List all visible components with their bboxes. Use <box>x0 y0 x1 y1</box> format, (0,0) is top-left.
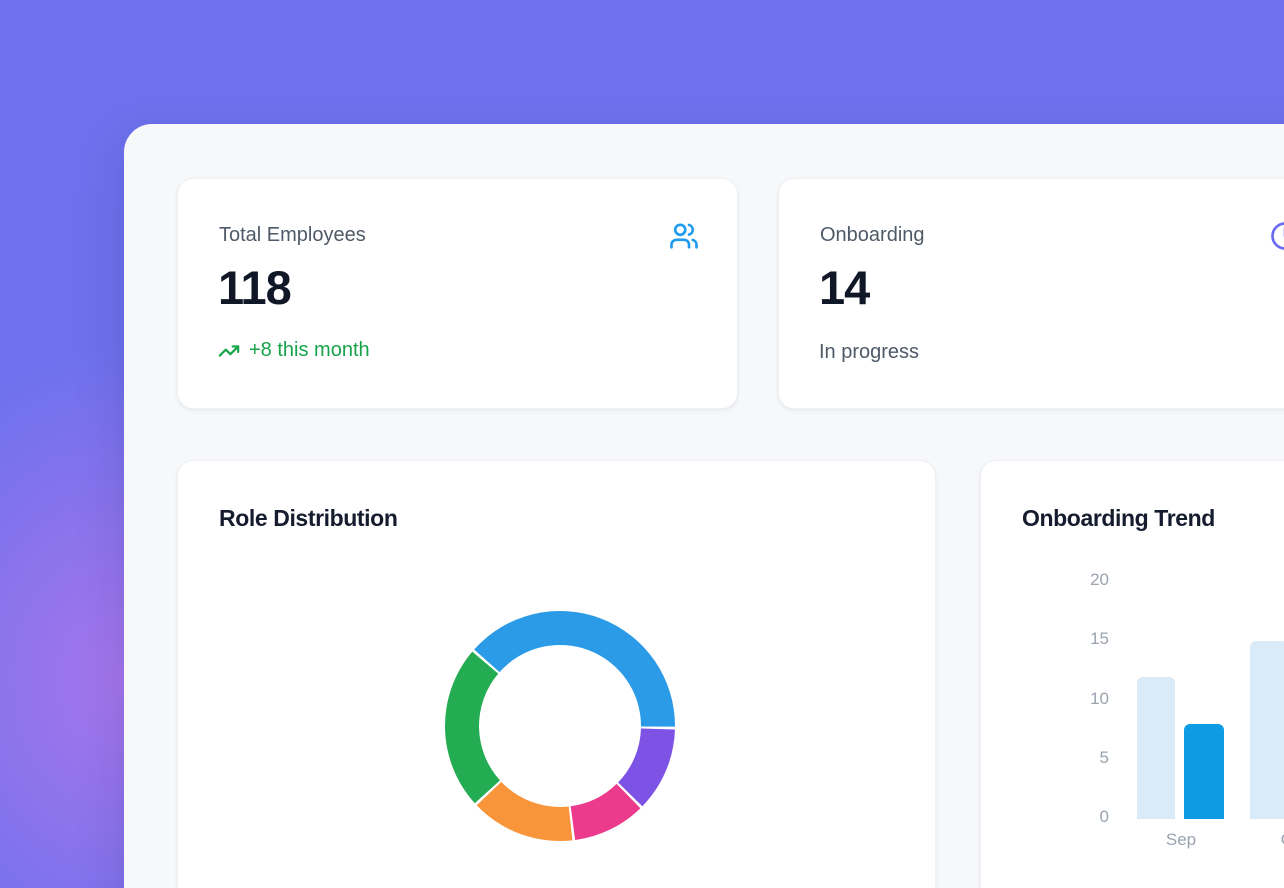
dashboard-panel: Total Employees 118 +8 this month <box>124 124 1284 888</box>
chart-title-role-distribution: Role Distribution <box>219 505 398 531</box>
bar-sep-light-blue[interactable] <box>1137 677 1175 819</box>
stat-card-label: Onboarding <box>820 224 925 246</box>
stat-card-total-employees: Total Employees 118 +8 this month <box>177 178 738 409</box>
chart-card-onboarding-trend: Onboarding Trend 0 5 10 15 20 Sep Oct <box>980 460 1284 888</box>
bar-sep-dark-blue[interactable] <box>1184 724 1224 819</box>
stat-card-value: 118 <box>218 261 292 314</box>
users-icon <box>669 221 699 251</box>
donut-segment-pink[interactable] <box>570 783 641 840</box>
chart-title-onboarding-trend: Onboarding Trend <box>1022 505 1215 531</box>
y-axis-tick-10: 10 <box>1090 688 1109 708</box>
role-distribution-donut-chart <box>444 611 676 841</box>
donut-segment-purple[interactable] <box>618 728 675 807</box>
y-axis-tick-15: 15 <box>1090 629 1109 649</box>
stat-card-status-text: In progress <box>819 341 920 363</box>
x-axis-label-oct: Oct <box>1254 830 1284 850</box>
stat-card-delta-text: +8 this month <box>249 339 370 361</box>
stat-card-delta: +8 this month <box>218 339 370 362</box>
bar-oct-light-blue[interactable] <box>1250 641 1284 819</box>
donut-segment-green[interactable] <box>444 651 500 804</box>
y-axis-tick-0: 0 <box>1099 807 1109 826</box>
stat-card-label: Total Employees <box>219 224 366 246</box>
donut-segment-blue[interactable] <box>474 611 676 727</box>
y-axis-tick-5: 5 <box>1099 747 1109 767</box>
y-axis-tick-20: 20 <box>1090 570 1109 589</box>
stat-card-value: 14 <box>819 261 870 314</box>
chart-card-role-distribution: Role Distribution <box>177 460 936 888</box>
stat-card-onboarding: Onboarding 14 In progress <box>778 178 1284 409</box>
donut-segment-orange[interactable] <box>476 781 573 841</box>
x-axis-label-sep: Sep <box>1165 830 1197 849</box>
clock-icon <box>1270 221 1284 251</box>
trending-up-icon <box>218 340 240 362</box>
